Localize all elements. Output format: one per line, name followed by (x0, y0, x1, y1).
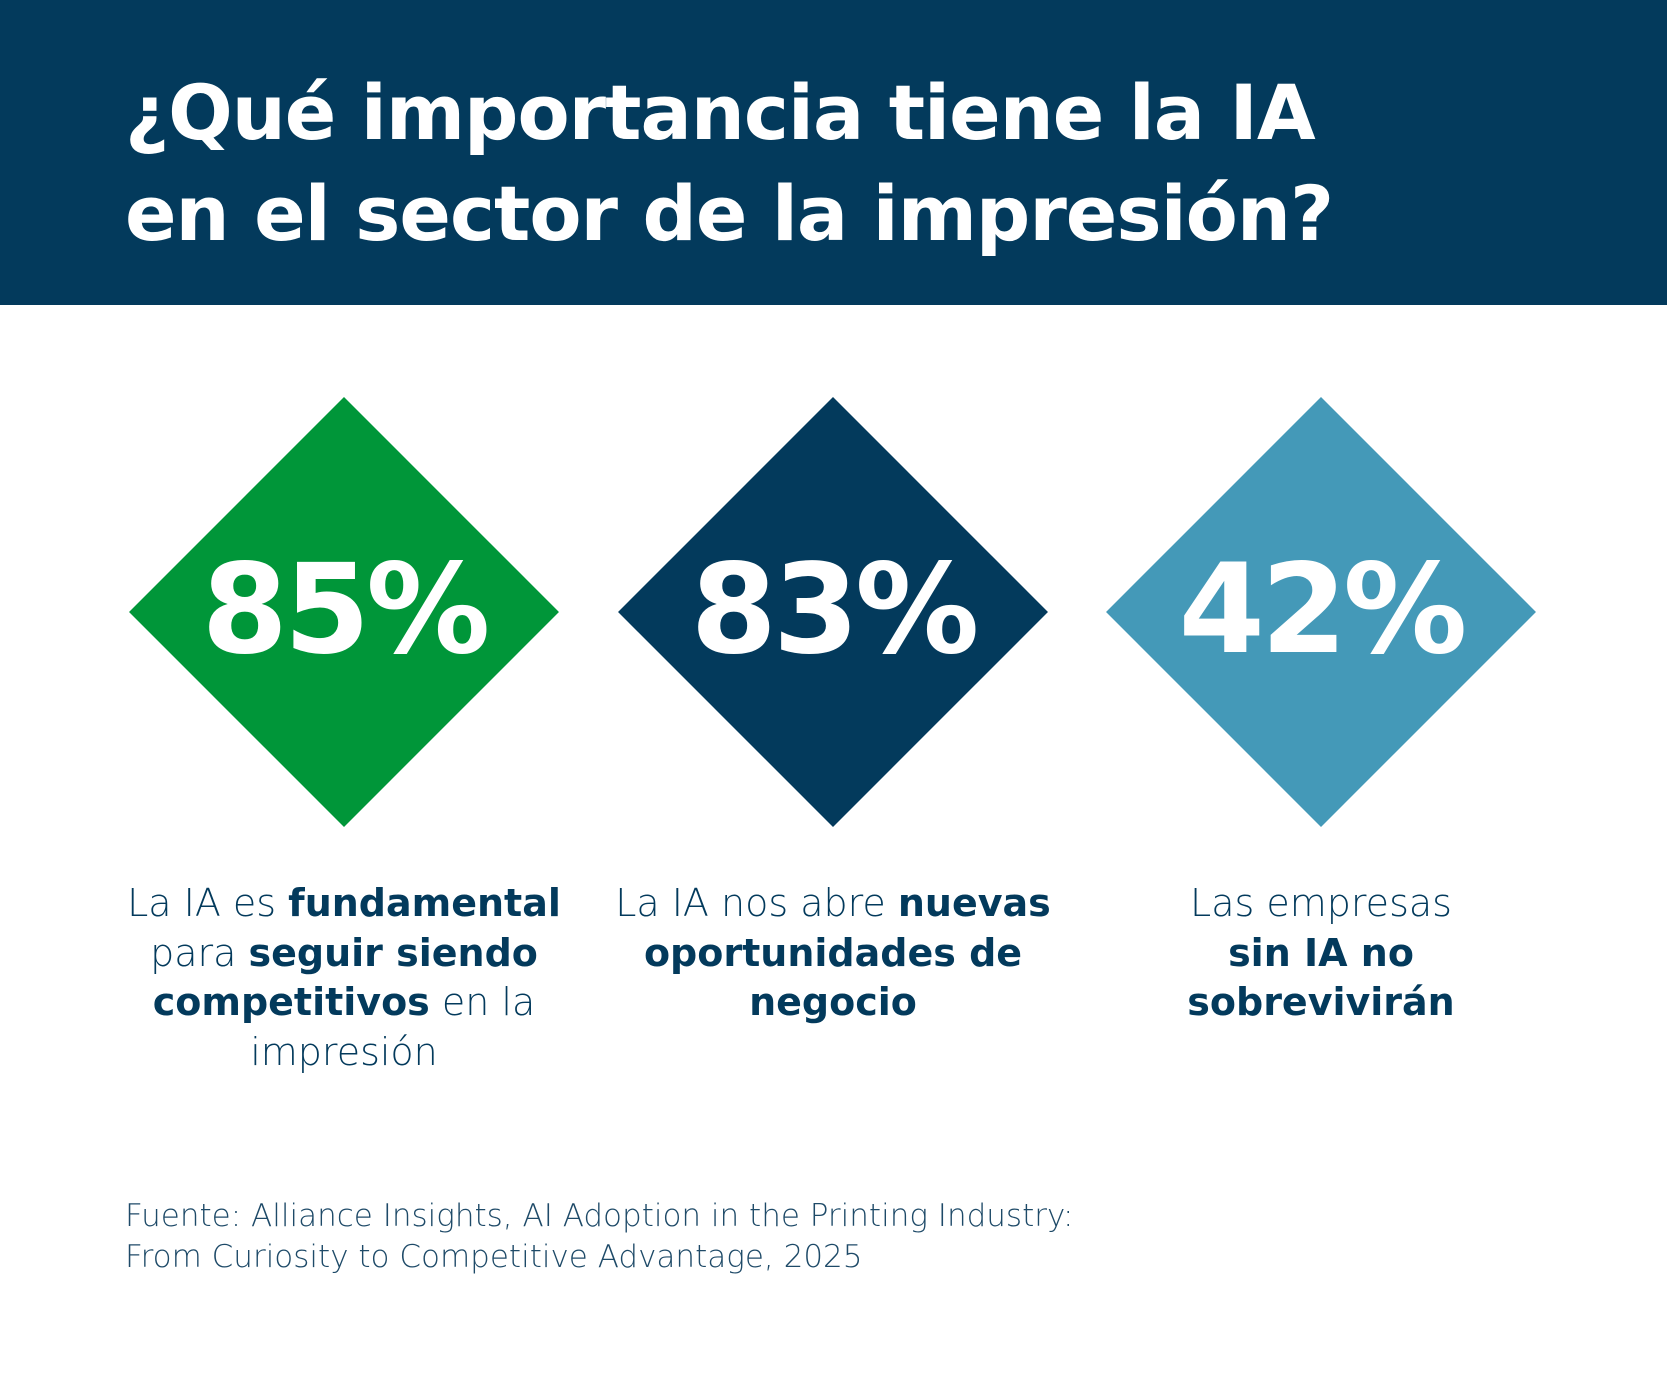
caption-text: Las empresas (1190, 881, 1452, 925)
caption-text: para (150, 930, 249, 975)
source-note: Fuente: Alliance Insights, AI Adoption i… (125, 1196, 1074, 1278)
stat-value: 42% (1178, 538, 1468, 682)
caption-text: La IA es (127, 881, 289, 925)
stat-value: 83% (690, 538, 980, 682)
source-line-2: From Curiosity to Competitive Advantage,… (125, 1239, 863, 1275)
caption-text: La IA nos abre (615, 881, 898, 925)
title-line-2: en el sector de la impresión? (125, 169, 1334, 258)
stat-caption: La IA nos abre nuevas oportunidades de n… (593, 879, 1073, 1028)
caption-emphasis: sin IA no sobrevivirán (1187, 930, 1455, 1025)
caption-text: en la impresión (250, 980, 536, 1074)
stat-caption: Las empresas sin IA no sobrevivirán (1171, 879, 1471, 1028)
stat-caption: La IA es fundamental para seguir siendo … (124, 879, 564, 1077)
title-line-1: ¿Qué importancia tiene la IA (125, 68, 1316, 157)
source-line-1: Fuente: Alliance Insights, AI Adoption i… (125, 1198, 1074, 1234)
caption-emphasis: fundamental (288, 881, 561, 925)
caption-emphasis: nuevas oportunidades de negocio (643, 881, 1051, 1024)
stat-value: 85% (201, 538, 491, 682)
caption-emphasis: seguir siendo competitivos (152, 930, 538, 1025)
header-banner: ¿Qué importancia tiene la IA en el secto… (0, 0, 1667, 305)
page-title: ¿Qué importancia tiene la IA en el secto… (125, 62, 1334, 264)
